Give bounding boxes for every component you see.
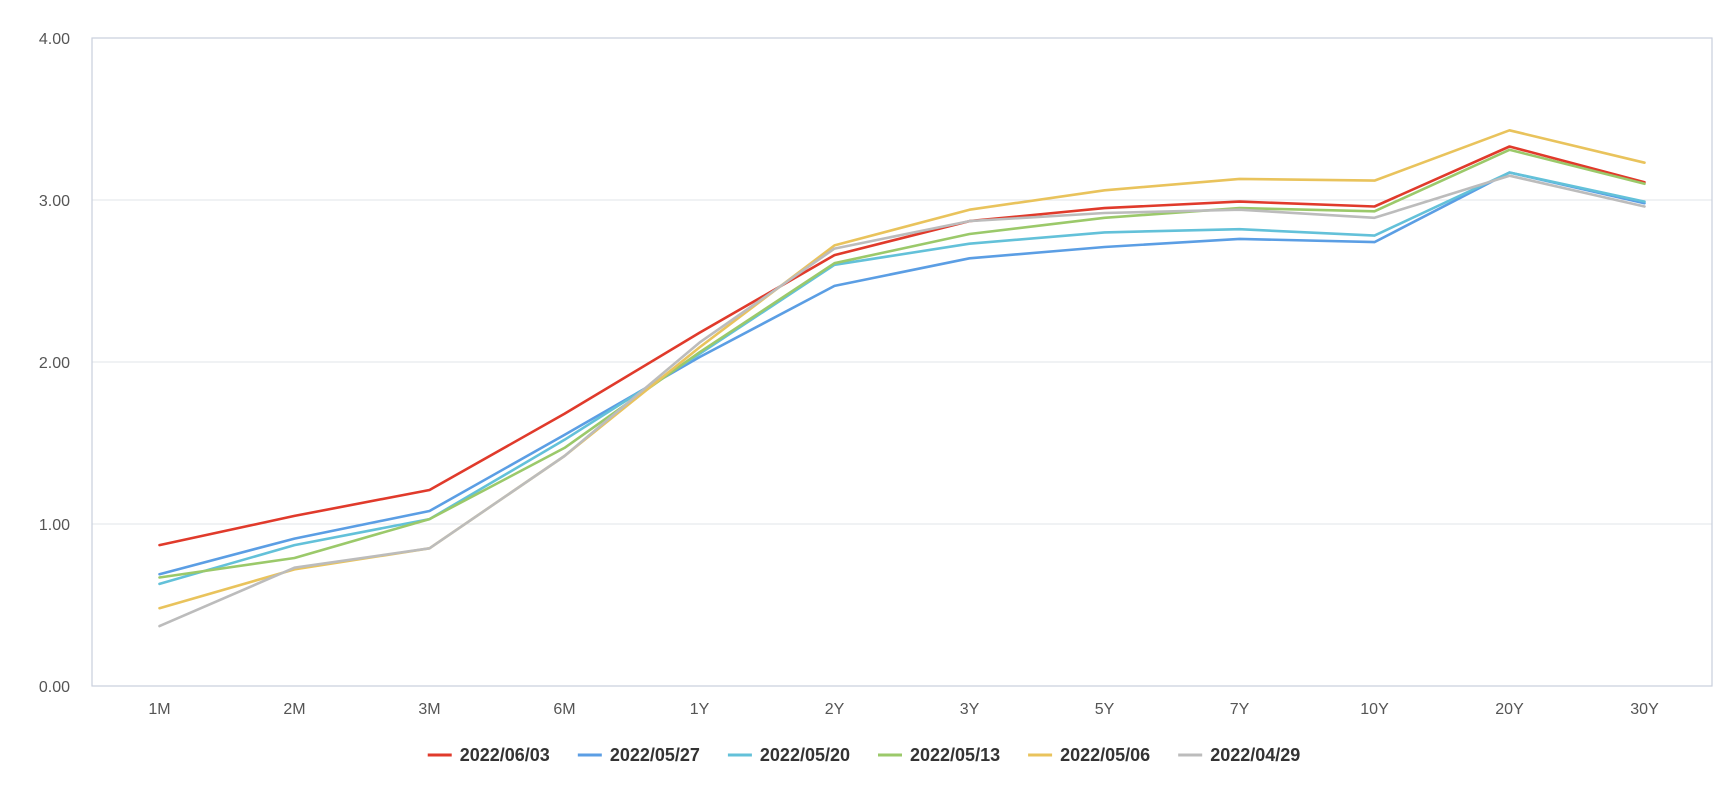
x-tick-label: 2Y xyxy=(825,701,845,718)
y-tick-label: 2.00 xyxy=(39,355,70,372)
x-tick-label: 30Y xyxy=(1630,701,1659,718)
x-tick-label: 2M xyxy=(283,701,305,718)
x-tick-label: 1M xyxy=(148,701,170,718)
x-tick-label: 7Y xyxy=(1230,701,1250,718)
x-tick-label: 6M xyxy=(553,701,575,718)
series-line-5[interactable] xyxy=(158,174,1646,628)
x-tick-label: 3M xyxy=(418,701,440,718)
x-tick-label: 3Y xyxy=(960,701,980,718)
legend-label: 2022/05/06 xyxy=(1060,745,1150,765)
axis-layer: 0.00 1.00 2.00 3.00 4.00 1M 2M 3M 6M 1Y 2Y 3Y 5Y 7Y 10… xyxy=(39,31,1713,718)
series-line-2[interactable] xyxy=(158,171,1646,586)
series-line-3[interactable] xyxy=(158,148,1646,579)
x-tick-label: 1Y xyxy=(690,701,710,718)
legend-label: 2022/05/13 xyxy=(910,745,1000,765)
y-tick-label: 1.00 xyxy=(39,517,70,534)
x-tick-label: 10Y xyxy=(1360,701,1389,718)
x-tick-label: 5Y xyxy=(1095,701,1115,718)
legend-label: 2022/06/03 xyxy=(460,745,550,765)
y-tick-label: 3.00 xyxy=(39,193,70,210)
series-layer xyxy=(158,129,1646,628)
legend-label: 2022/05/20 xyxy=(760,745,850,765)
y-tick-label: 0.00 xyxy=(39,679,70,696)
series-line-0[interactable] xyxy=(158,145,1646,547)
legend-label: 2022/05/27 xyxy=(610,745,700,765)
y-tick-label: 4.00 xyxy=(39,31,70,48)
legend: 2022/06/03 2022/05/27 2022/05/20 2022/05/13… xyxy=(427,745,1300,765)
series-line-1[interactable] xyxy=(158,171,1646,576)
legend-label: 2022/04/29 xyxy=(1210,745,1300,765)
plot-frame xyxy=(91,37,1713,687)
x-tick-label: 20Y xyxy=(1495,701,1524,718)
